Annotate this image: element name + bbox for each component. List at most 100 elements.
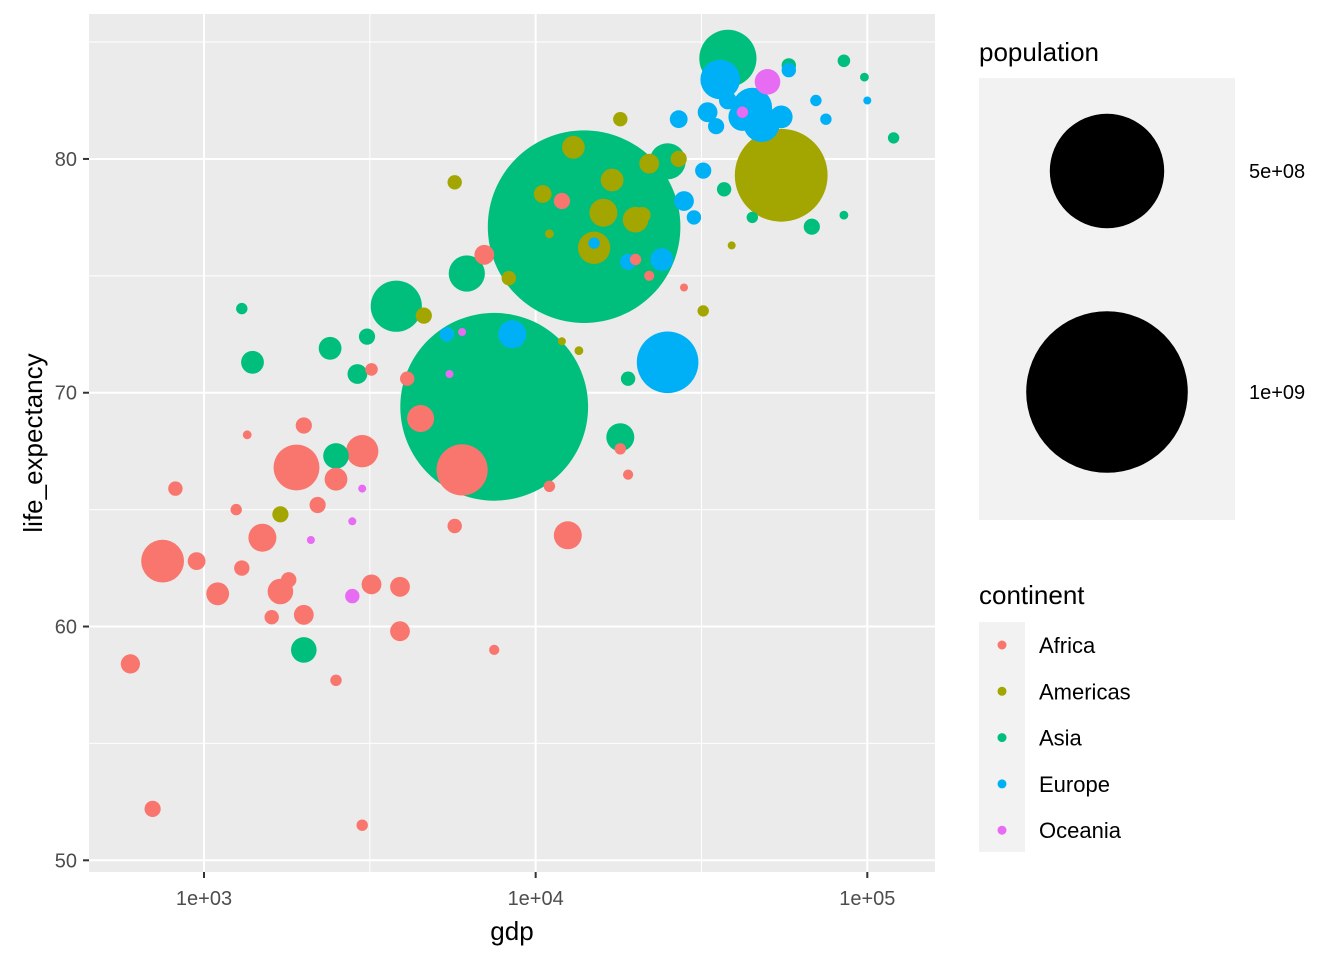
data-point-oceania (458, 328, 467, 336)
data-point-americas (574, 346, 584, 356)
data-point-europe (498, 320, 527, 349)
color-legend-label: Oceania (1039, 818, 1122, 843)
x-tick-label: 1e+03 (176, 888, 232, 910)
data-point-africa (295, 417, 312, 434)
data-point-americas (613, 112, 628, 127)
data-point-africa (543, 480, 556, 492)
data-point-africa (390, 576, 410, 597)
data-point-africa (168, 481, 183, 496)
data-point-asia (236, 302, 248, 315)
color-legend-key (997, 640, 1007, 650)
data-point-americas (533, 185, 552, 203)
data-point-africa (120, 654, 140, 674)
data-point-americas (545, 229, 554, 239)
data-point-africa (273, 444, 320, 491)
data-point-europe (588, 237, 600, 249)
data-point-asia (606, 423, 635, 452)
data-point-asia (837, 54, 851, 68)
data-point-europe (439, 327, 455, 342)
data-point-asia (487, 130, 681, 323)
data-point-europe (695, 162, 712, 179)
data-point-asia (358, 328, 376, 345)
data-point-europe (669, 110, 688, 129)
data-point-oceania (445, 370, 454, 378)
data-point-africa (264, 610, 279, 625)
data-point-americas (734, 128, 828, 222)
data-point-europe (697, 102, 718, 123)
data-point-africa (474, 244, 495, 265)
color-legend-label: Europe (1039, 772, 1110, 797)
color-legend-label: Asia (1039, 726, 1083, 751)
data-point-oceania (736, 106, 749, 118)
data-point-africa (330, 674, 342, 686)
data-points (120, 29, 900, 831)
data-point-americas (501, 271, 516, 286)
data-point-europe (674, 191, 694, 211)
data-point-africa (390, 621, 410, 642)
y-axis-title: life_expectancy (18, 353, 48, 532)
data-point-africa (309, 496, 326, 514)
data-point-africa (407, 405, 435, 432)
color-legend-key (997, 686, 1007, 696)
size-legend-label: 1e+09 (1249, 382, 1305, 404)
data-point-oceania (358, 484, 367, 493)
data-point-americas (557, 337, 566, 346)
axes: 1e+03 1e+04 1e+05 50 60 70 80 (55, 149, 896, 910)
color-legend-label: Africa (1039, 633, 1096, 658)
data-point-asia (620, 371, 636, 386)
size-legend-key (1049, 113, 1165, 229)
data-point-europe (719, 91, 737, 110)
data-point-africa (436, 444, 488, 496)
data-point-africa (356, 819, 368, 831)
data-point-africa (614, 443, 626, 455)
data-point-asia (370, 280, 422, 332)
data-point-africa (248, 523, 277, 552)
data-point-africa (187, 552, 206, 570)
y-tick-label: 70 (55, 383, 77, 405)
size-legend-key (1026, 311, 1188, 473)
data-point-africa (553, 521, 582, 550)
data-point-europe (700, 59, 740, 100)
data-point-americas (634, 207, 651, 224)
data-point-africa (489, 644, 500, 656)
data-point-africa (206, 582, 230, 606)
data-point-oceania (345, 588, 360, 604)
color-legend-key (997, 779, 1007, 789)
data-point-africa (281, 572, 297, 588)
data-point-oceania (348, 517, 357, 526)
size-legend-title: population (979, 37, 1099, 67)
data-point-asia (347, 364, 368, 384)
data-point-europe (650, 248, 674, 271)
y-tick-label: 60 (55, 617, 77, 639)
data-point-africa (400, 371, 415, 386)
data-point-americas (600, 168, 624, 192)
data-point-americas (447, 175, 462, 190)
data-point-africa (623, 469, 634, 480)
data-point-africa (242, 430, 252, 440)
data-point-asia (241, 350, 264, 374)
data-point-americas (272, 506, 289, 523)
size-legend-label: 5e+08 (1249, 161, 1305, 183)
data-point-europe (820, 113, 832, 125)
data-point-europe (781, 62, 796, 78)
data-point-africa (680, 283, 688, 292)
size-legend: population 5e+08 1e+09 (979, 37, 1305, 520)
data-point-europe (708, 118, 725, 135)
data-point-africa (644, 270, 655, 281)
data-point-americas (727, 241, 736, 250)
data-point-africa (141, 539, 185, 583)
data-point-oceania (306, 536, 315, 544)
x-axis-title: gdp (490, 916, 533, 946)
data-point-africa (293, 604, 314, 625)
data-point-americas (670, 150, 687, 167)
data-point-americas (639, 153, 660, 174)
data-point-africa (365, 363, 378, 376)
data-point-asia (323, 443, 349, 469)
y-tick-label: 50 (55, 850, 77, 872)
data-point-asia (448, 255, 485, 292)
data-point-americas (589, 198, 618, 227)
data-point-americas (415, 307, 432, 324)
data-point-africa (144, 800, 161, 818)
